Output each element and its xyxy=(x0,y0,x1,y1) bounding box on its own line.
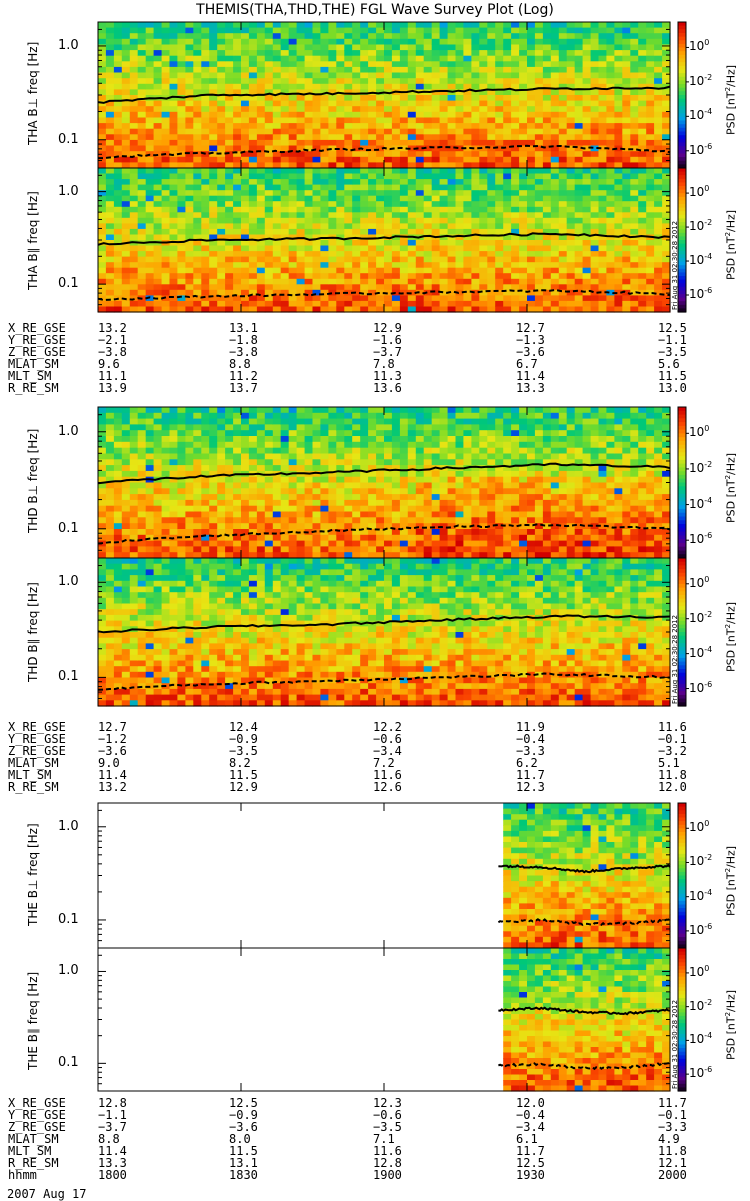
colorbar-tick-label: 100 xyxy=(689,819,709,834)
generation-timestamp: Fri Aug 31 02:30:28 2012 xyxy=(671,221,679,310)
colorbar-tick-label: 100 xyxy=(689,38,709,53)
panel-y-label: THD B⊥ freq [Hz] xyxy=(26,428,40,532)
spectrogram-panel xyxy=(98,803,671,949)
ephemeris-value: 13.3 xyxy=(516,382,545,394)
freq-tick-label: 0.1 xyxy=(58,669,79,684)
colorbar-tick-label: 100 xyxy=(689,184,709,199)
freq-tick-label: 1.0 xyxy=(58,819,79,834)
panel-y-label: THD B∥ freq [Hz] xyxy=(26,582,40,682)
colorbar-tick-label: 100 xyxy=(689,575,709,590)
colorbar xyxy=(678,22,689,169)
ephemeris-value: 13.6 xyxy=(373,382,402,394)
ephemeris-row-name: hhmm xyxy=(8,1169,37,1181)
colorbar-label: PSD [nT2/Hz] xyxy=(724,602,738,672)
colorbar-tick-label: 10-2 xyxy=(689,853,712,868)
date-label: 2007 Aug 17 xyxy=(7,1187,86,1201)
ephemeris-value: 1830 xyxy=(229,1169,258,1181)
ephemeris-row-name: R_RE_SM xyxy=(8,382,59,394)
ephemeris-value: 1800 xyxy=(98,1169,127,1181)
spectrogram-panel xyxy=(98,948,671,1092)
colorbar-tick-label: 10-2 xyxy=(689,460,712,475)
colorbar-tick-label: 10-2 xyxy=(689,73,712,88)
ephemeris-value: 12.0 xyxy=(658,781,687,793)
colorbar-tick-label: 10-6 xyxy=(689,680,712,695)
freq-tick-label: 1.0 xyxy=(58,184,79,199)
ephemeris-value: 12.6 xyxy=(373,781,402,793)
colorbar-label: PSD [nT2/Hz] xyxy=(724,845,738,915)
colorbar-tick-label: 10-4 xyxy=(689,645,712,660)
ephemeris-value: 13.2 xyxy=(98,781,127,793)
ephemeris-row-name: R_RE_SM xyxy=(8,781,59,793)
ephemeris-value: 12.9 xyxy=(229,781,258,793)
freq-tick-label: 0.1 xyxy=(58,1055,79,1070)
colorbar-tick-label: 10-6 xyxy=(689,142,712,157)
colorbar-tick-label: 10-6 xyxy=(689,531,712,546)
colorbar-tick-label: 10-2 xyxy=(689,218,712,233)
colorbar xyxy=(678,948,689,1092)
ephemeris-value: 13.7 xyxy=(229,382,258,394)
generation-timestamp: Fri Aug 31 02:30:28 2012 xyxy=(671,615,679,704)
ephemeris-value: 1900 xyxy=(373,1169,402,1181)
colorbar-tick-label: 10-6 xyxy=(689,286,712,301)
freq-tick-label: 0.1 xyxy=(58,912,79,927)
freq-tick-label: 1.0 xyxy=(58,963,79,978)
spectrogram-panel xyxy=(98,168,671,313)
colorbar xyxy=(678,407,689,559)
generation-timestamp: Fri Aug 31 02:30:28 2012 xyxy=(671,1000,679,1089)
spectrogram-panel xyxy=(98,22,671,169)
panel-y-label: THA B∥ freq [Hz] xyxy=(26,191,40,290)
ephemeris-value: 13.9 xyxy=(98,382,127,394)
ephemeris-value: 1930 xyxy=(516,1169,545,1181)
ephemeris-value: 2000 xyxy=(658,1169,687,1181)
colorbar-tick-label: 10-4 xyxy=(689,888,712,903)
freq-tick-label: 0.1 xyxy=(58,521,79,536)
colorbar-tick-label: 10-2 xyxy=(689,998,712,1013)
ephemeris-value: 13.0 xyxy=(658,382,687,394)
colorbar-tick-label: 100 xyxy=(689,424,709,439)
spectrogram-panel xyxy=(98,558,671,707)
freq-tick-label: 0.1 xyxy=(58,132,79,147)
colorbar-tick-label: 10-6 xyxy=(689,922,712,937)
colorbar-label: PSD [nT2/Hz] xyxy=(724,989,738,1059)
colorbar-label: PSD [nT2/Hz] xyxy=(724,452,738,522)
colorbar-label: PSD [nT2/Hz] xyxy=(724,210,738,280)
freq-tick-label: 1.0 xyxy=(58,424,79,439)
panel-y-label: THA B⊥ freq [Hz] xyxy=(26,42,40,145)
colorbar-label: PSD [nT2/Hz] xyxy=(724,65,738,135)
freq-tick-label: 1.0 xyxy=(58,38,79,53)
colorbar xyxy=(678,168,689,313)
colorbar-tick-label: 10-6 xyxy=(689,1065,712,1080)
colorbar-tick-label: 10-4 xyxy=(689,1031,712,1046)
freq-tick-label: 0.1 xyxy=(58,276,79,291)
colorbar-tick-label: 10-4 xyxy=(689,496,712,511)
colorbar-tick-label: 10-4 xyxy=(689,252,712,267)
colorbar-tick-label: 100 xyxy=(689,964,709,979)
colorbar-tick-label: 10-4 xyxy=(689,107,712,122)
panel-y-label: THE B∥ freq [Hz] xyxy=(26,971,40,1069)
colorbar-tick-label: 10-2 xyxy=(689,610,712,625)
spectrogram-panel xyxy=(98,407,671,559)
colorbar xyxy=(678,558,689,707)
ephemeris-value: 12.3 xyxy=(516,781,545,793)
freq-tick-label: 1.0 xyxy=(58,574,79,589)
panel-y-label: THE B⊥ freq [Hz] xyxy=(26,823,40,926)
colorbar xyxy=(678,803,689,949)
